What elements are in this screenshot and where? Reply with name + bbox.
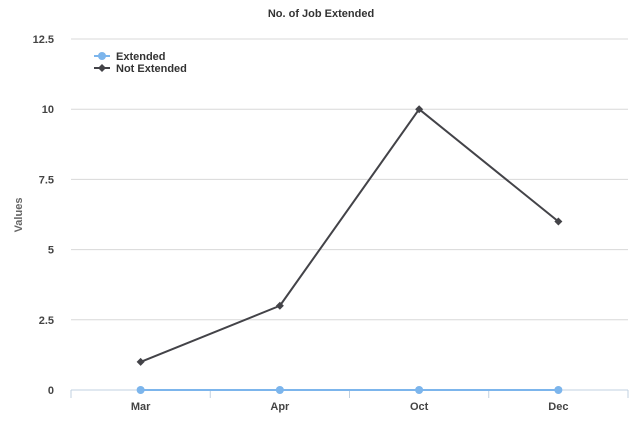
y-tick-label: 5	[48, 245, 54, 257]
data-point	[136, 386, 145, 394]
y-tick-label: 10	[42, 104, 54, 116]
x-tick-label: Dec	[548, 401, 568, 413]
data-point	[275, 301, 284, 310]
grid-lines	[71, 38, 628, 321]
series-1	[136, 105, 563, 366]
series-line	[140, 108, 560, 363]
chart-title: No. of Job Extended	[268, 8, 374, 20]
data-point	[554, 386, 563, 394]
y-axis-ticks: 0 2.5 5 7.5 10 12.5	[33, 34, 54, 397]
legend-label: Extended	[116, 51, 166, 63]
data-point	[98, 64, 106, 72]
legend-item: Not Extended	[94, 63, 187, 75]
data-point	[415, 386, 424, 394]
data-point	[136, 357, 145, 366]
y-tick-label: 12.5	[33, 34, 54, 46]
legend-label: Not Extended	[116, 63, 187, 75]
y-axis-label: Values	[13, 198, 25, 233]
x-tick-label: Mar	[131, 401, 151, 413]
y-tick-label: 2.5	[39, 315, 54, 327]
y-tick-label: 0	[48, 385, 54, 397]
x-tick-label: Apr	[270, 401, 290, 413]
series-group	[136, 105, 563, 394]
series-0	[136, 386, 563, 394]
x-axis: Mar Apr Oct Dec	[70, 389, 629, 413]
data-point	[98, 52, 106, 60]
y-tick-label: 7.5	[39, 174, 54, 186]
legend-item: Extended	[94, 51, 166, 63]
data-point	[554, 217, 563, 226]
x-tick-label: Oct	[410, 401, 429, 413]
data-point	[275, 386, 284, 394]
data-point	[415, 105, 424, 114]
